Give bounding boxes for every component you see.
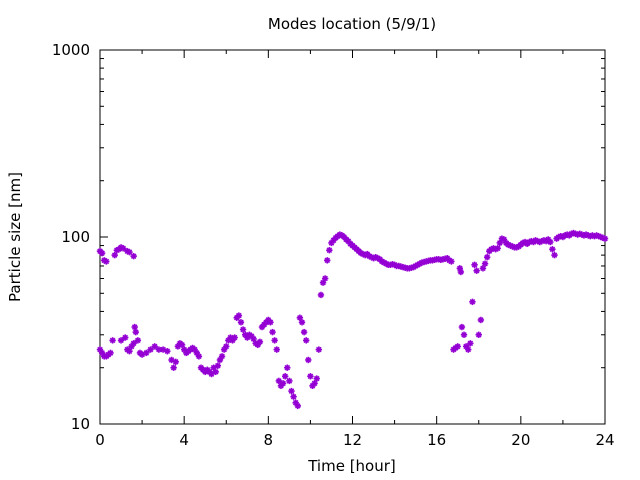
data-point [494, 245, 501, 252]
data-point [549, 246, 556, 253]
data-point [288, 387, 295, 395]
data-point [481, 260, 489, 267]
data-point [298, 319, 306, 326]
data-point [269, 328, 276, 336]
x-tick-label: 16 [427, 431, 446, 449]
x-tick-label: 24 [595, 431, 614, 449]
data-point [130, 252, 137, 260]
data-point [130, 340, 137, 347]
data-point [212, 368, 219, 376]
data-point [475, 331, 482, 338]
y-tick-label: 10 [71, 415, 90, 433]
x-tick-label: 4 [179, 431, 189, 449]
data-point [122, 334, 129, 341]
data-point [315, 346, 323, 353]
x-tick-label: 20 [511, 431, 530, 449]
data-point [307, 373, 314, 380]
data-point [290, 393, 297, 400]
data-point [271, 337, 278, 344]
data-point [273, 346, 280, 353]
data-point [326, 246, 333, 254]
x-tick-label: 8 [264, 431, 274, 449]
y-tick-label: 1000 [52, 41, 90, 59]
x-axis-label: Time [hour] [307, 457, 396, 475]
data-point [128, 343, 135, 350]
data-point [286, 377, 293, 385]
data-point [467, 340, 474, 347]
data-point [300, 328, 308, 336]
data-point [473, 267, 480, 274]
data-point [317, 291, 325, 299]
data-point [284, 364, 291, 371]
data-point [311, 380, 318, 387]
data-point [471, 261, 478, 269]
chart-title: Modes location (5/9/1) [268, 15, 436, 33]
data-point [131, 323, 138, 331]
data-point [223, 343, 230, 350]
data-point [172, 358, 179, 366]
data-point [170, 364, 177, 371]
data-point [231, 334, 238, 341]
data-point [469, 298, 476, 306]
data-point [109, 337, 116, 344]
data-point [195, 353, 203, 360]
data-point [281, 373, 289, 380]
data-point [313, 375, 320, 382]
data-point [457, 268, 465, 276]
data-point [483, 253, 491, 261]
data-point [256, 338, 264, 346]
data-point [551, 251, 558, 259]
y-tick-label: 100 [61, 228, 90, 246]
data-point [103, 258, 110, 265]
data-point [143, 349, 150, 357]
y-axis-label: Particle size [nm] [6, 172, 24, 302]
data-point [126, 248, 133, 256]
data-point [164, 348, 171, 355]
data-point [601, 235, 609, 242]
data-point [275, 377, 283, 385]
data-point [477, 316, 485, 324]
data-point [117, 337, 125, 344]
data-point [98, 249, 106, 257]
data-point [178, 341, 186, 349]
data-point [324, 257, 331, 264]
data-point [235, 312, 243, 319]
data-point [294, 402, 301, 410]
data-point [239, 326, 247, 333]
x-tick-label: 12 [343, 431, 362, 449]
data-point [119, 245, 127, 252]
data-point [132, 328, 139, 336]
data-point [454, 343, 461, 350]
data-point [126, 348, 133, 355]
x-tick-label: 0 [95, 431, 105, 449]
data-point [267, 319, 274, 326]
data-point [111, 251, 118, 259]
data-point [547, 238, 554, 246]
data-point [321, 275, 329, 282]
data-point [448, 258, 455, 265]
data-point [305, 356, 312, 364]
data-point [218, 353, 226, 360]
data-point [214, 362, 222, 369]
data-point [465, 346, 472, 353]
x-axis: 0 4 8 12 16 20 24 [95, 50, 615, 449]
y-axis: 10 100 1000 [52, 41, 605, 433]
data-points [96, 229, 609, 410]
data-point [134, 337, 142, 344]
data-point [458, 323, 466, 331]
data-point [107, 349, 114, 357]
data-point [237, 319, 245, 326]
data-point [460, 331, 468, 338]
data-point [279, 380, 287, 387]
data-point [155, 346, 163, 353]
data-point [303, 337, 310, 344]
